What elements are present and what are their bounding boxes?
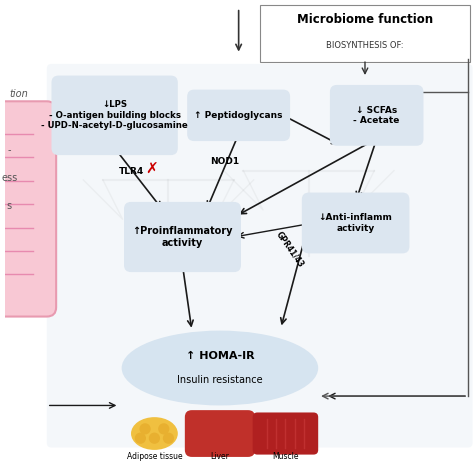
Text: s: s [7, 201, 12, 211]
Text: TLR4: TLR4 [118, 167, 144, 176]
FancyBboxPatch shape [302, 192, 410, 254]
Ellipse shape [131, 417, 178, 450]
FancyBboxPatch shape [52, 75, 178, 155]
Text: ↑Proinflammatory
activity: ↑Proinflammatory activity [132, 226, 233, 248]
Text: ↓ SCFAs
- Acetate: ↓ SCFAs - Acetate [354, 106, 400, 125]
Circle shape [158, 423, 169, 435]
Text: GPR41/43: GPR41/43 [274, 230, 306, 269]
Text: Muscle: Muscle [272, 452, 299, 461]
FancyBboxPatch shape [260, 5, 470, 62]
Circle shape [135, 433, 146, 444]
Text: ↓Anti-inflamm
activity: ↓Anti-inflamm activity [319, 213, 392, 233]
FancyBboxPatch shape [330, 85, 423, 146]
Text: Liver: Liver [210, 452, 229, 461]
Circle shape [139, 423, 151, 435]
Ellipse shape [122, 330, 318, 405]
Text: -: - [8, 145, 11, 155]
Circle shape [163, 433, 174, 444]
FancyBboxPatch shape [185, 410, 255, 457]
FancyBboxPatch shape [47, 64, 473, 447]
Text: ✗: ✗ [146, 162, 158, 177]
Text: tion: tion [9, 89, 28, 99]
Text: NOD1: NOD1 [210, 157, 239, 166]
Text: ess: ess [1, 173, 18, 183]
Text: Microbiome function: Microbiome function [297, 13, 433, 26]
Text: ↓LPS
- O-antigen building blocks
- UPD-N-acetyl-D-glucosamine: ↓LPS - O-antigen building blocks - UPD-N… [41, 100, 188, 130]
FancyBboxPatch shape [253, 412, 318, 455]
FancyBboxPatch shape [0, 101, 56, 317]
Circle shape [149, 433, 160, 444]
Text: BIOSYNTHESIS OF:: BIOSYNTHESIS OF: [326, 41, 404, 50]
Text: Adipose tissue: Adipose tissue [127, 452, 182, 461]
FancyBboxPatch shape [187, 90, 290, 141]
Text: ↑ HOMA-IR: ↑ HOMA-IR [186, 351, 254, 361]
Text: Insulin resistance: Insulin resistance [177, 375, 263, 385]
FancyBboxPatch shape [124, 202, 241, 272]
Text: ↑ Peptidoglycans: ↑ Peptidoglycans [194, 111, 283, 120]
